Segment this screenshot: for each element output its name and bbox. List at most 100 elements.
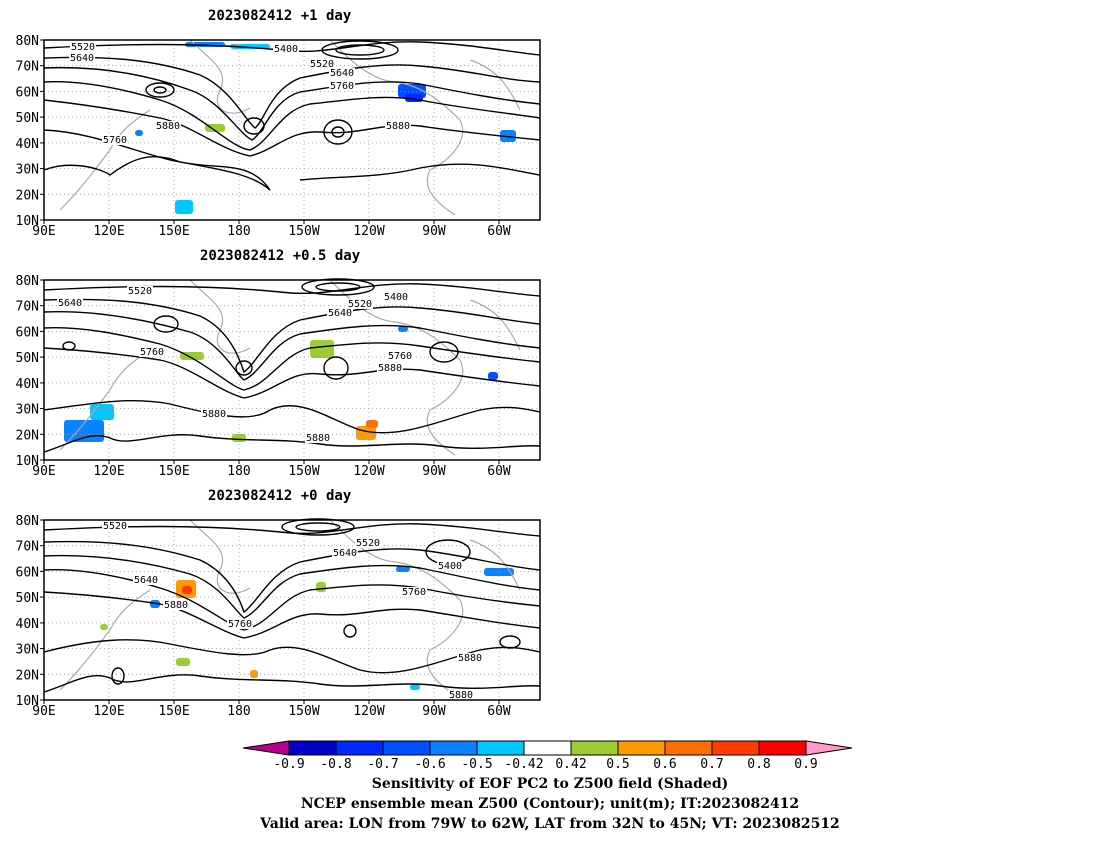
contour-label: 5880: [386, 121, 410, 132]
contour-label: 5520: [71, 42, 95, 53]
contour-label-bg: [401, 587, 427, 597]
contour-label-bg: [102, 521, 128, 531]
contour-label: 5880: [458, 653, 482, 664]
colorbar-tick-label: -0.8: [320, 757, 351, 772]
lon-tick-label: 150E: [158, 224, 189, 239]
contour-label: 5400: [274, 44, 298, 55]
height-contour: [43, 540, 541, 614]
sensitivity-shading: [150, 600, 160, 608]
map-background: [44, 40, 540, 220]
contour-label-bg: [133, 575, 159, 585]
colorbar-low-triangle: [242, 740, 290, 756]
lon-tick-label: 90W: [422, 704, 446, 719]
sensitivity-shading: [175, 200, 193, 214]
map-frame: [43, 279, 541, 461]
contour-label-bg: [139, 347, 165, 357]
colorbar-segment: [758, 740, 807, 756]
contour-label: 5880: [306, 433, 330, 444]
colorbar-segment: [288, 740, 337, 756]
contour-label-bg: [355, 538, 381, 548]
lat-tick-label: 20N: [16, 428, 39, 443]
lat-tick-label: 50N: [16, 111, 39, 126]
sensitivity-shading: [250, 670, 258, 678]
sensitivity-shading: [310, 340, 334, 358]
lon-tick-label: 150W: [288, 224, 319, 239]
lon-tick-label: 150E: [158, 704, 189, 719]
height-contour: [43, 639, 541, 674]
lon-tick-label: 90E: [32, 464, 55, 479]
panel-title-2: 2023082412 +0.5 day: [200, 248, 361, 264]
contour-label: 5640: [58, 298, 82, 309]
lon-tick-label: 90E: [32, 224, 55, 239]
lon-tick-label: 180: [227, 464, 250, 479]
closed-contour: [243, 117, 265, 135]
lon-tick-label: 90E: [32, 704, 55, 719]
closed-contour: [281, 518, 355, 536]
closed-contour: [111, 667, 125, 685]
height-contour: [43, 66, 541, 141]
contour-label: 5640: [330, 68, 354, 79]
contour-label-bg: [305, 433, 331, 443]
lat-tick-label: 40N: [16, 137, 39, 152]
caption-line-3: Valid area: LON from 79W to 62W, LAT fro…: [260, 816, 840, 832]
contour-label: 5400: [438, 561, 462, 572]
colorbar-tick-label: 0.9: [794, 757, 817, 772]
closed-contour: [323, 356, 349, 380]
sensitivity-shading: [135, 130, 143, 136]
colorbar-tick-label: -0.9: [273, 757, 304, 772]
sensitivity-shading: [410, 684, 420, 690]
lon-tick-label: 120W: [353, 464, 384, 479]
map-panel-3: 5520552056405640540057605880576058805880…: [16, 514, 541, 719]
height-contour: [43, 591, 541, 639]
coastline: [59, 39, 521, 216]
panel-title-3: 2023082412 +0 day: [208, 488, 352, 504]
lon-tick-label: 150W: [288, 464, 319, 479]
sensitivity-shading: [356, 426, 376, 440]
lat-tick-label: 70N: [16, 540, 39, 555]
closed-contour: [321, 40, 399, 60]
lat-tick-label: 50N: [16, 591, 39, 606]
contour-label: 5640: [134, 575, 158, 586]
closed-contour: [145, 82, 175, 98]
colorbar-tick-label: -0.42: [504, 757, 543, 772]
height-contour: [43, 56, 541, 129]
sensitivity-shading: [182, 586, 192, 594]
lat-tick-label: 10N: [16, 214, 39, 229]
contour-label-bg: [327, 308, 353, 318]
lon-tick-label: 120E: [93, 704, 124, 719]
colorbar-tick-label: 0.42: [555, 757, 586, 772]
lat-tick-label: 20N: [16, 188, 39, 203]
caption-line-1: Sensitivity of EOF PC2 to Z500 field (Sh…: [371, 776, 729, 792]
lat-tick-label: 80N: [16, 34, 39, 49]
height-contour: [43, 326, 541, 391]
colorbar-segment: [335, 740, 384, 756]
contour-label: 5760: [228, 619, 252, 630]
height-contour: [43, 434, 541, 453]
contour-label-bg: [227, 619, 253, 629]
sensitivity-shading: [205, 124, 225, 132]
lon-tick-label: 90W: [422, 464, 446, 479]
lat-tick-label: 80N: [16, 514, 39, 529]
closed-contour: [335, 44, 385, 56]
lat-tick-label: 40N: [16, 617, 39, 632]
contour-label: 5880: [164, 600, 188, 611]
panel-title-1: 2023082412 +1 day: [208, 8, 352, 24]
contour-label-bg: [383, 292, 409, 302]
height-contour: [43, 129, 541, 191]
contour-label-bg: [437, 561, 463, 571]
height-contour: [43, 399, 541, 434]
contour-label: 5400: [384, 292, 408, 303]
lon-tick-label: 150E: [158, 464, 189, 479]
lat-tick-label: 60N: [16, 565, 39, 580]
closed-contour: [323, 119, 353, 145]
lon-tick-label: 120W: [353, 224, 384, 239]
closed-contour: [499, 635, 521, 649]
lat-tick-label: 40N: [16, 377, 39, 392]
sensitivity-shading: [366, 420, 378, 428]
closed-contour: [62, 341, 76, 351]
contour-label: 5760: [402, 587, 426, 598]
contour-label: 5520: [310, 59, 334, 70]
lat-tick-label: 70N: [16, 60, 39, 75]
contour-label-bg: [273, 44, 299, 54]
